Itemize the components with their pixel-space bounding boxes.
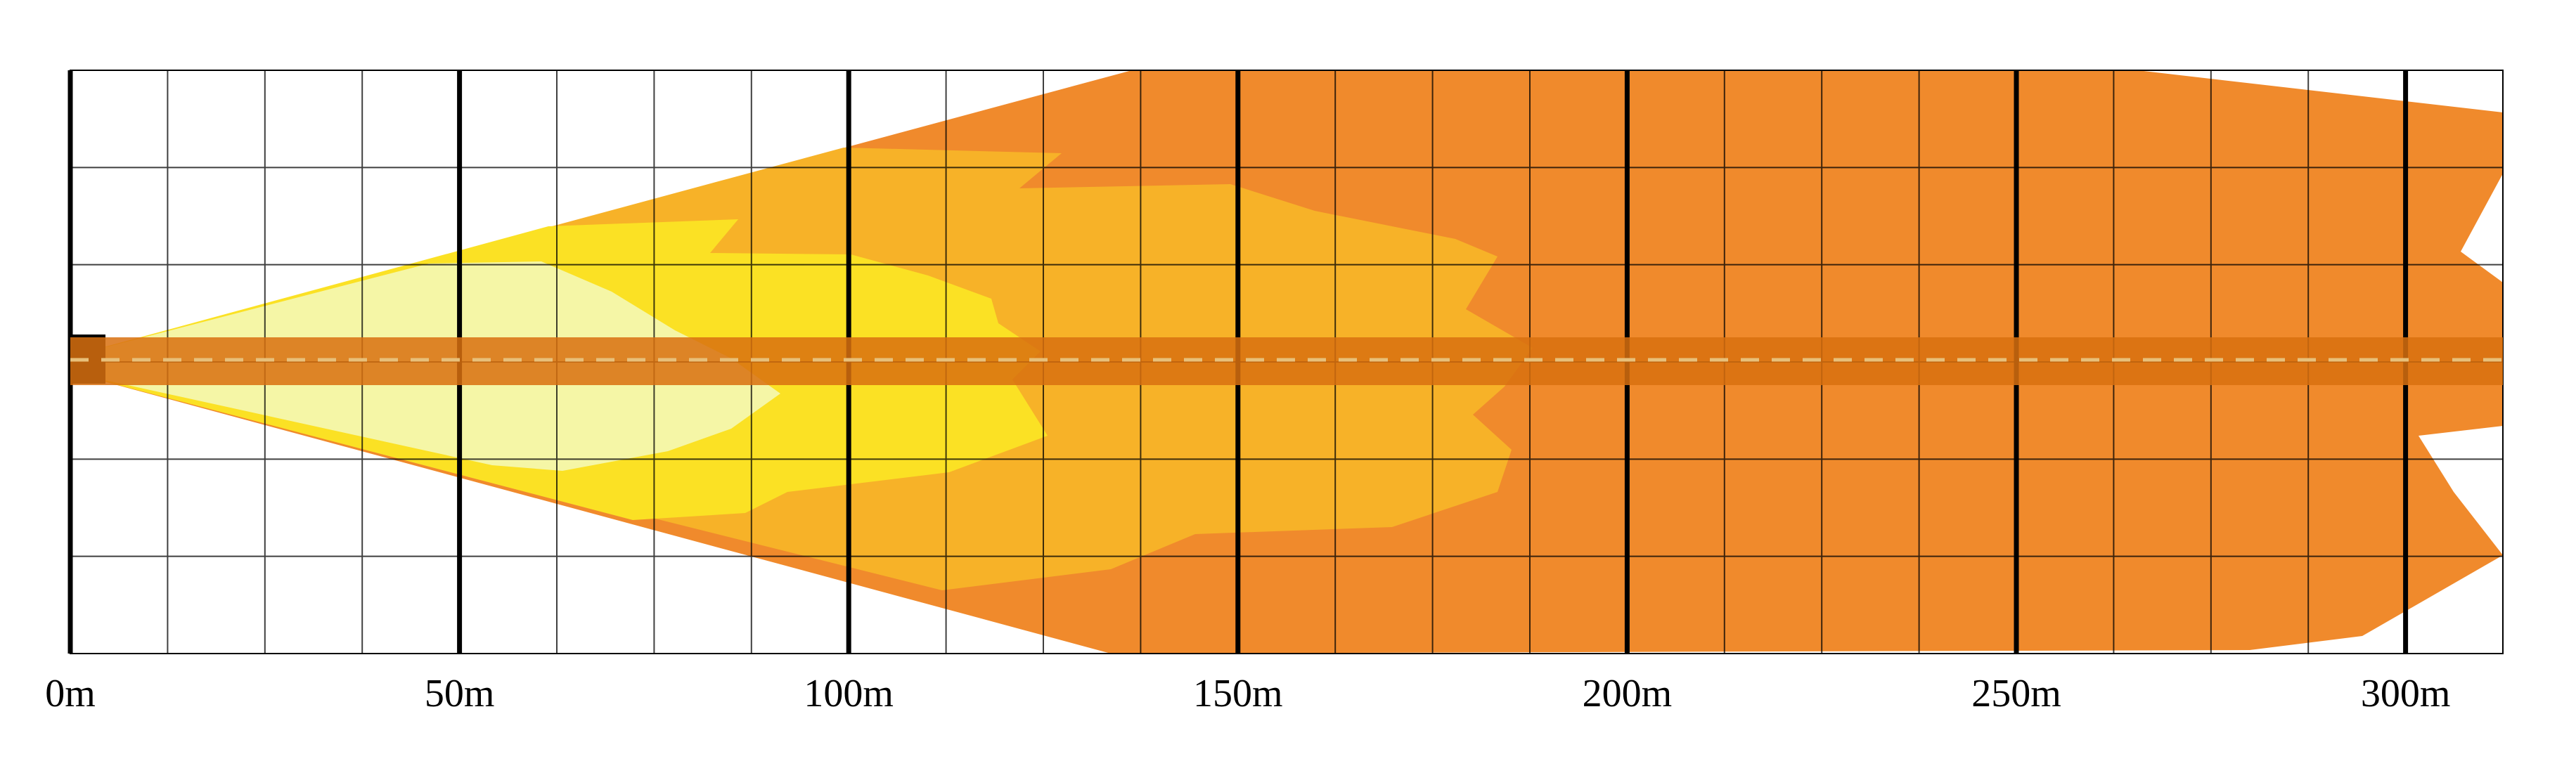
x-tick-label: 200m [1583,672,1673,715]
x-tick-label: 250m [1971,672,2061,715]
x-tick-label: 50m [425,672,495,715]
x-axis-tick-labels: 0m 50m 100m 150m 200m 250m 300m [45,672,2450,715]
x-tick-label: 150m [1193,672,1283,715]
x-tick-label: 0m [45,672,96,715]
x-tick-label: 100m [804,672,894,715]
x-tick-label: 300m [2361,672,2451,715]
